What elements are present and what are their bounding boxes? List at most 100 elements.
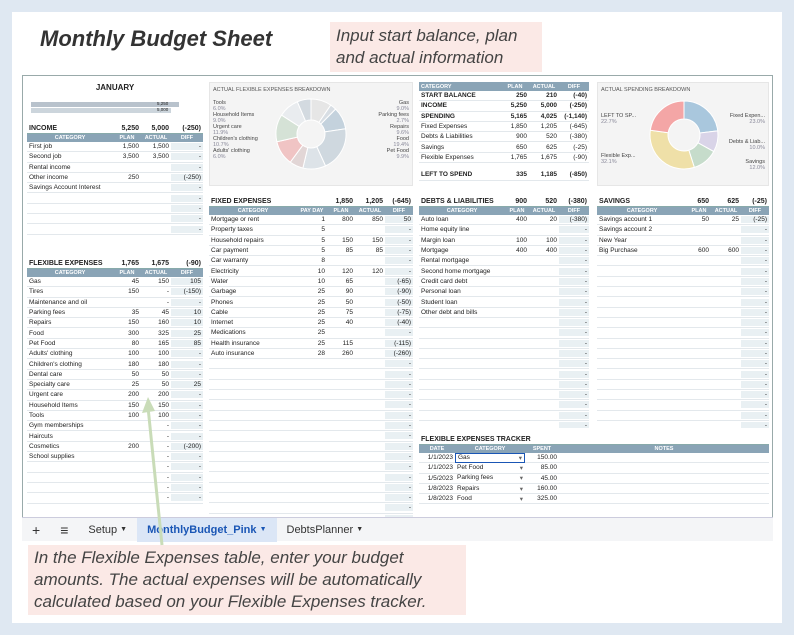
cell[interactable]: - — [741, 350, 769, 357]
cell[interactable]: Dental care — [29, 370, 63, 378]
tab-debtsplanner[interactable]: DebtsPlanner ▼ — [277, 518, 374, 542]
cell[interactable]: Margin loan — [421, 236, 455, 244]
cell[interactable]: - — [171, 453, 203, 461]
cell[interactable]: - — [559, 247, 589, 255]
cell[interactable]: - — [171, 432, 203, 440]
cell[interactable]: Other income — [29, 174, 69, 182]
cell[interactable]: (-90) — [573, 153, 587, 161]
cell[interactable]: - — [741, 370, 769, 378]
cell[interactable]: - — [385, 370, 413, 378]
cell[interactable]: First job — [29, 143, 53, 151]
cell[interactable]: - — [559, 360, 589, 368]
cell[interactable]: - — [171, 391, 203, 399]
cell[interactable]: 85 — [171, 339, 203, 347]
cell[interactable]: - — [741, 267, 769, 275]
category-dropdown[interactable]: Gas ▾ — [455, 452, 525, 463]
cell[interactable]: 600 — [698, 247, 709, 255]
cell[interactable]: - — [385, 442, 413, 450]
cell[interactable]: 120 — [372, 267, 383, 275]
cell[interactable]: (-65) — [385, 277, 413, 285]
cell[interactable]: Auto loan — [421, 216, 449, 224]
cell[interactable]: 150 — [128, 401, 139, 409]
cell[interactable]: Savings Account Interest — [29, 184, 101, 192]
cell[interactable]: Home equity line — [421, 226, 470, 234]
cell[interactable]: - — [741, 411, 769, 419]
cell[interactable]: (-115) — [385, 339, 413, 347]
cell[interactable]: Specialty care — [29, 381, 70, 389]
cell[interactable]: (-260) — [385, 350, 413, 357]
cell[interactable]: Savings account 2 — [599, 226, 653, 234]
cell[interactable]: - — [385, 329, 413, 337]
cell[interactable]: - — [741, 308, 769, 316]
cell[interactable]: Phones — [211, 298, 234, 306]
cell[interactable]: - — [171, 360, 203, 368]
cell[interactable]: Rental income — [29, 163, 71, 171]
cell[interactable]: - — [171, 412, 203, 419]
cell[interactable]: - — [166, 442, 169, 450]
cell[interactable]: - — [171, 463, 203, 471]
all-sheets-menu-button[interactable]: ≡ — [60, 521, 69, 538]
cell[interactable]: (-75) — [385, 308, 413, 316]
cell[interactable]: 10 — [171, 319, 203, 327]
cell[interactable]: - — [559, 329, 589, 337]
cell[interactable]: 1 — [321, 216, 325, 224]
cell[interactable]: 600 — [728, 247, 739, 255]
cell[interactable]: - — [559, 319, 589, 327]
caret-down-icon[interactable]: ▼ — [356, 526, 364, 533]
cell[interactable]: 5,250 — [510, 102, 527, 110]
cell[interactable]: 1,500 — [122, 143, 139, 151]
cell[interactable]: 10 — [171, 309, 203, 317]
cell[interactable]: 100 — [128, 412, 139, 419]
cell[interactable]: Car payment — [211, 247, 249, 255]
cell[interactable]: Household repairs — [211, 236, 264, 244]
caret-down-icon[interactable]: ▼ — [120, 526, 128, 533]
cell[interactable]: 3,500 — [122, 153, 139, 161]
tab-setup[interactable]: Setup ▼ — [78, 518, 137, 542]
cell[interactable]: - — [385, 236, 413, 244]
cell[interactable]: Second home mortgage — [421, 267, 491, 275]
cell[interactable]: - — [559, 422, 589, 428]
cell[interactable]: Property taxes — [211, 226, 253, 234]
cell[interactable]: - — [559, 277, 589, 285]
cell[interactable]: 100 — [158, 412, 169, 419]
add-sheet-button[interactable]: + — [32, 521, 41, 538]
cell[interactable]: 5,165 — [510, 112, 527, 120]
cell[interactable]: 1/8/2023 — [427, 485, 453, 493]
cell[interactable]: 200 — [128, 391, 139, 399]
cell[interactable]: (-25) — [573, 143, 587, 151]
cell[interactable]: 4,025 — [540, 112, 557, 120]
cell[interactable]: START BALANCE — [421, 92, 476, 100]
cell[interactable]: - — [171, 143, 203, 151]
cell[interactable]: Urgent care — [29, 391, 63, 399]
cell[interactable]: 800 — [342, 216, 353, 224]
cell[interactable]: 165 — [158, 339, 169, 347]
cell[interactable]: 50 — [345, 298, 353, 306]
cell[interactable]: - — [385, 422, 413, 430]
cell[interactable]: - — [385, 247, 413, 255]
cell[interactable]: 10 — [317, 277, 325, 285]
cell[interactable]: 210 — [546, 92, 557, 100]
cell[interactable]: - — [741, 288, 769, 296]
cell[interactable]: 650 — [516, 143, 527, 151]
cell[interactable]: 25 — [317, 298, 325, 306]
cell[interactable]: Adults' clothing — [29, 350, 73, 358]
cell[interactable]: 75 — [345, 308, 353, 316]
cell[interactable]: Electricity — [211, 267, 239, 275]
cell[interactable]: 100 — [546, 236, 557, 244]
cell[interactable]: - — [741, 298, 769, 306]
cell[interactable]: 200 — [158, 391, 169, 399]
cell[interactable]: 325.00 — [537, 495, 557, 503]
cell[interactable]: 150 — [158, 278, 169, 286]
cell[interactable]: - — [171, 370, 203, 378]
cell[interactable]: - — [559, 298, 589, 306]
cell[interactable]: 105 — [171, 278, 203, 286]
cell[interactable]: - — [741, 257, 769, 265]
cell[interactable]: 20 — [549, 216, 557, 224]
cell[interactable]: 115 — [342, 339, 353, 347]
cell[interactable]: - — [385, 411, 413, 419]
cell[interactable]: 160.00 — [537, 485, 557, 493]
cell[interactable]: 65 — [345, 277, 353, 285]
cell[interactable]: - — [741, 247, 769, 255]
cell[interactable]: (-150) — [171, 288, 203, 296]
cell[interactable]: - — [166, 288, 169, 296]
